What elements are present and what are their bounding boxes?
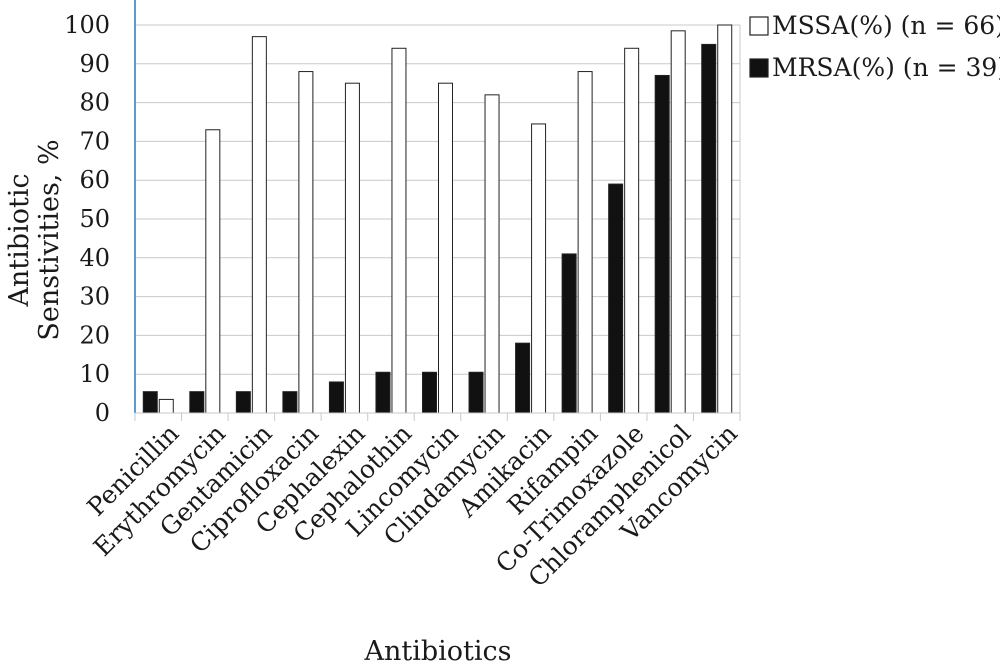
- bars: [142, 24, 733, 414]
- y-tick-label: 30: [79, 283, 110, 311]
- y-axis-title-line-1: Antibiotic: [4, 173, 35, 307]
- mssa-bar-chloramphenicol: [670, 30, 686, 414]
- legend-swatch: [749, 16, 769, 36]
- mrsa-bar-clindamycin: [468, 371, 484, 414]
- mssa-bar-vancomycin: [717, 24, 733, 414]
- gridlines: [134, 24, 741, 421]
- mrsa-bar-vancomycin: [701, 43, 717, 414]
- mssa-bar-rifampin: [577, 71, 593, 414]
- mssa-bar-cephalothin: [391, 47, 407, 414]
- mssa-bar-cephalexin: [344, 82, 360, 414]
- y-tick-label: 80: [79, 89, 110, 117]
- x-axis-title: Antibiotics: [363, 636, 511, 667]
- mssa-bar-clindamycin: [484, 94, 500, 414]
- mrsa-bar-rifampin: [561, 253, 577, 414]
- legend-label: MSSA(%) (n = 66): [772, 11, 1000, 40]
- mssa-bar-lincomycin: [438, 82, 453, 414]
- mrsa-bar-chloramphenicol: [654, 74, 670, 414]
- y-tick-label: 10: [79, 360, 110, 388]
- y-tick-label: 90: [79, 50, 110, 78]
- y-tick-label: 60: [79, 166, 110, 194]
- mrsa-bar-penicillin: [142, 391, 158, 414]
- y-tick-label: 0: [95, 399, 110, 427]
- y-axis-title-line-2: Senstivities, %: [34, 139, 65, 340]
- legend: MSSA(%) (n = 66) MRSA(%) (n = 39): [749, 11, 1000, 82]
- mssa-bar-erythromycin: [205, 129, 221, 414]
- legend-swatch: [749, 58, 769, 78]
- axes: [134, 0, 741, 414]
- mrsa-bar-gentamicin: [235, 391, 251, 414]
- mssa-bar-amikacin: [531, 123, 547, 414]
- mrsa-bar-co-trimoxazole: [608, 183, 624, 414]
- mssa-bar-ciprofloxacin: [298, 71, 314, 414]
- y-tick-label: 70: [79, 127, 110, 155]
- y-tick-label: 20: [79, 321, 110, 349]
- mrsa-bar-erythromycin: [189, 391, 205, 414]
- mssa-bar-penicillin: [158, 398, 174, 414]
- legend-label: MRSA(%) (n = 39): [772, 53, 1000, 82]
- mrsa-bar-lincomycin: [422, 371, 437, 414]
- mrsa-bar-cephalexin: [328, 381, 344, 414]
- y-tick-labels: 0 10 20 30 40 50 60 70 80 90 100: [64, 11, 110, 427]
- x-category-labels: PenicillinErythromycinGentamicinCiproflo…: [81, 419, 742, 593]
- y-tick-label: 100: [64, 11, 110, 39]
- mrsa-bar-ciprofloxacin: [282, 391, 298, 414]
- mssa-bar-co-trimoxazole: [624, 47, 640, 414]
- mssa-bar-gentamicin: [251, 36, 267, 414]
- mrsa-bar-amikacin: [515, 342, 531, 414]
- y-tick-label: 50: [79, 205, 110, 233]
- y-tick-label: 40: [79, 244, 110, 272]
- y-axis-title: Antibiotic Senstivities, %: [4, 139, 65, 340]
- mrsa-bar-cephalothin: [375, 371, 391, 414]
